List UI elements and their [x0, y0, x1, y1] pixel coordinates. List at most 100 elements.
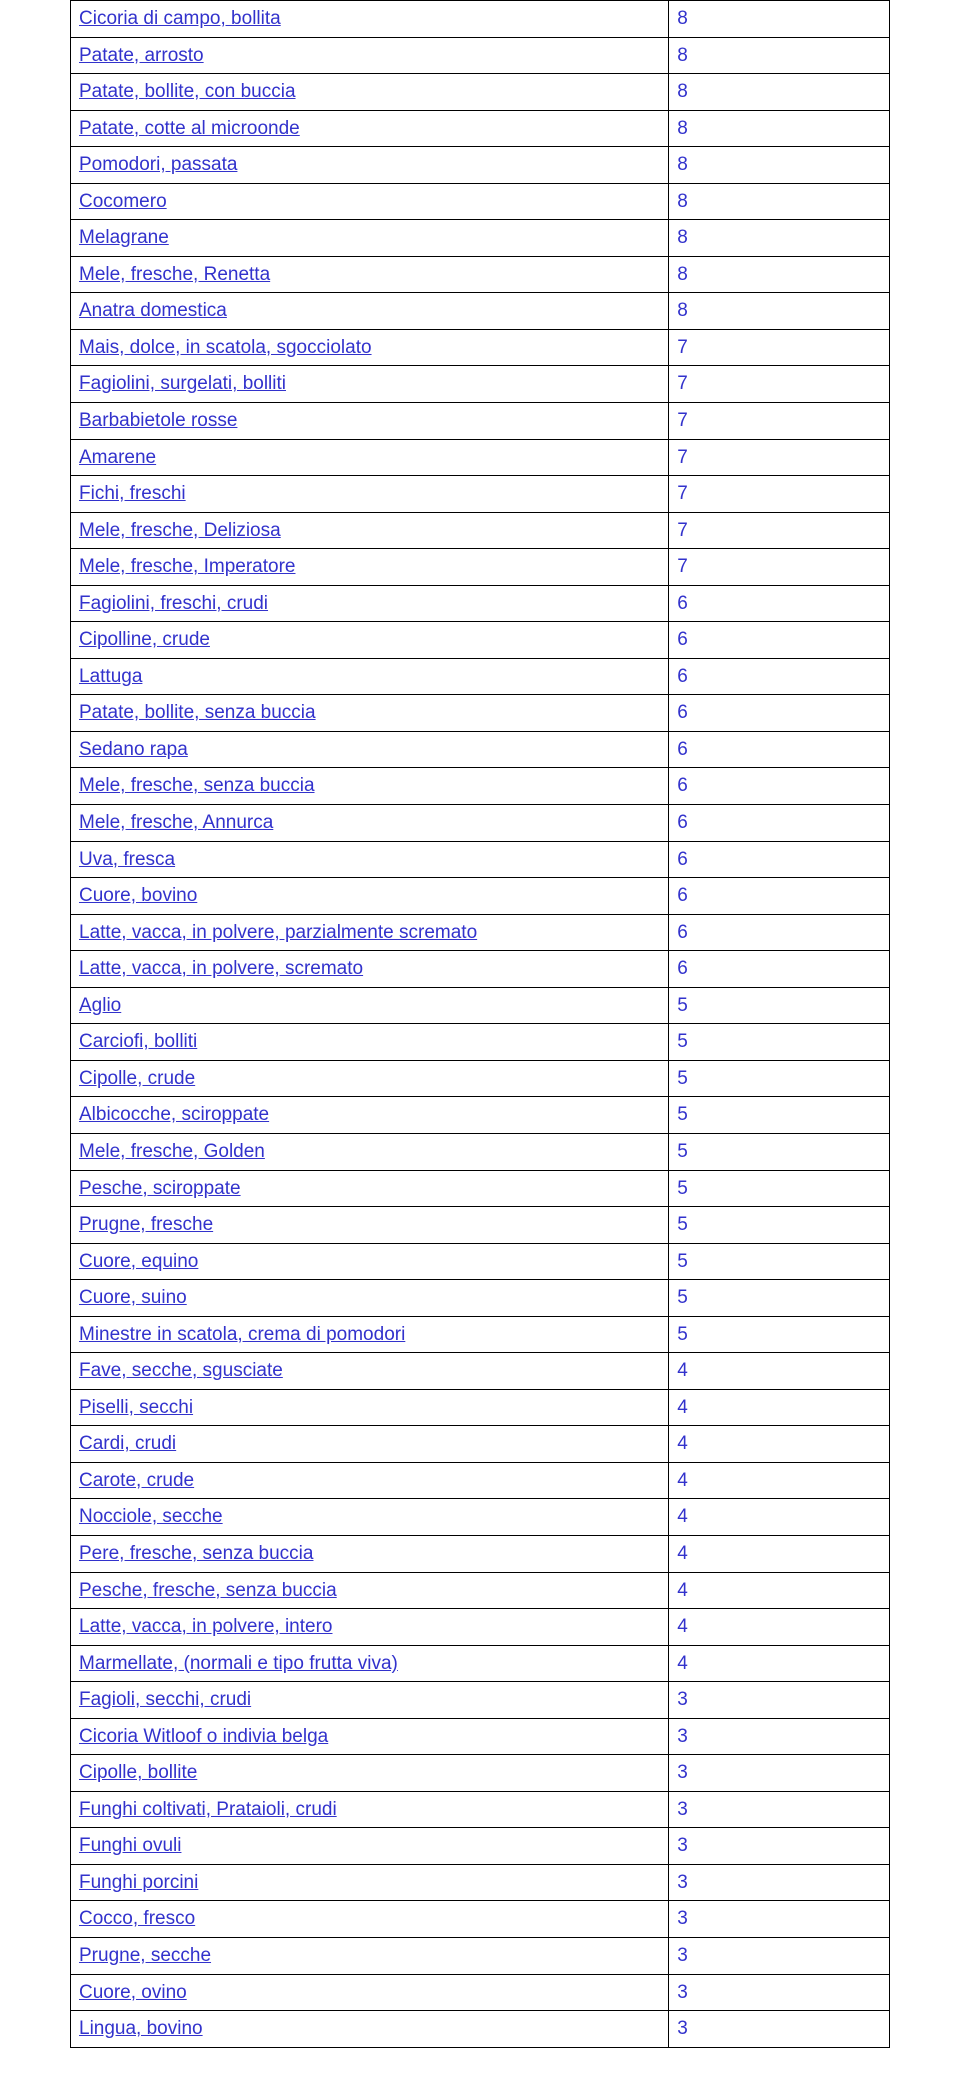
food-name-link[interactable]: Funghi coltivati, Prataioli, crudi [79, 1799, 337, 1820]
food-name-cell: Fichi, freschi [71, 476, 669, 513]
food-value-cell: 5 [669, 987, 890, 1024]
food-value-cell: 5 [669, 1024, 890, 1061]
table-row: Pesche, fresche, senza buccia4 [71, 1572, 890, 1609]
food-name-link[interactable]: Mele, fresche, Golden [79, 1141, 265, 1162]
food-name-link[interactable]: Funghi porcini [79, 1872, 198, 1893]
food-name-link[interactable]: Cuore, bovino [79, 885, 197, 906]
food-name-link[interactable]: Cicoria Witloof o indivia belga [79, 1726, 328, 1747]
food-name-link[interactable]: Cuore, ovino [79, 1982, 187, 2003]
food-name-link[interactable]: Latte, vacca, in polvere, scremato [79, 958, 363, 979]
food-value-cell: 6 [669, 585, 890, 622]
food-name-link[interactable]: Carote, crude [79, 1470, 194, 1491]
table-row: Melagrane8 [71, 220, 890, 257]
food-name-link[interactable]: Funghi ovuli [79, 1835, 181, 1856]
food-name-link[interactable]: Fagiolini, freschi, crudi [79, 593, 268, 614]
table-row: Fave, secche, sgusciate 4 [71, 1353, 890, 1390]
food-name-link[interactable]: Mele, fresche, Annurca [79, 812, 273, 833]
food-name-link[interactable]: Mele, fresche, Imperatore [79, 556, 295, 577]
food-value-cell: 7 [669, 403, 890, 440]
food-name-link[interactable]: Cicoria di campo, bollita [79, 8, 281, 29]
food-name-cell: Cocco, fresco [71, 1901, 669, 1938]
food-name-cell: Cicoria Witloof o indivia belga [71, 1718, 669, 1755]
food-name-link[interactable]: Cipolline, crude [79, 629, 210, 650]
food-value-cell: 3 [669, 1682, 890, 1719]
food-name-cell: Latte, vacca, in polvere, parzialmente s… [71, 914, 669, 951]
food-name-link[interactable]: Lingua, bovino [79, 2018, 203, 2039]
food-name-link[interactable]: Anatra domestica [79, 300, 227, 321]
food-name-link[interactable]: Melagrane [79, 227, 169, 248]
food-name-link[interactable]: Minestre in scatola, crema di pomodori [79, 1324, 405, 1345]
food-name-link[interactable]: Patate, cotte al microonde [79, 118, 300, 139]
food-value-cell: 3 [669, 2011, 890, 2048]
food-name-cell: Mele, fresche, Imperatore [71, 549, 669, 586]
food-value-cell: 7 [669, 476, 890, 513]
food-name-link[interactable]: Piselli, secchi [79, 1397, 193, 1418]
table-row: Cuore, suino5 [71, 1280, 890, 1317]
food-value-cell: 5 [669, 1133, 890, 1170]
food-value-cell: 8 [669, 256, 890, 293]
food-name-link[interactable]: Fichi, freschi [79, 483, 186, 504]
food-name-cell: Melagrane [71, 220, 669, 257]
food-name-link[interactable]: Pere, fresche, senza buccia [79, 1543, 313, 1564]
food-name-link[interactable]: Cocomero [79, 191, 167, 212]
food-name-cell: Mele, fresche, Deliziosa [71, 512, 669, 549]
food-name-cell: Marmellate, (normali e tipo frutta viva) [71, 1645, 669, 1682]
food-name-link[interactable]: Cocco, fresco [79, 1908, 195, 1929]
food-name-link[interactable]: Prugne, fresche [79, 1214, 213, 1235]
food-name-link[interactable]: Amarene [79, 447, 156, 468]
food-name-cell: Lingua, bovino [71, 2011, 669, 2048]
food-name-link[interactable]: Prugne, secche [79, 1945, 211, 1966]
food-value-cell: 4 [669, 1609, 890, 1646]
food-value-cell: 5 [669, 1060, 890, 1097]
food-name-cell: Fagiolini, surgelati, bolliti [71, 366, 669, 403]
food-name-link[interactable]: Fave, secche, sgusciate [79, 1360, 283, 1381]
table-row: Cipolline, crude6 [71, 622, 890, 659]
food-name-link[interactable]: Carciofi, bolliti [79, 1031, 197, 1052]
table-row: Cuore, ovino3 [71, 1974, 890, 2011]
food-name-link[interactable]: Patate, bollite, con buccia [79, 81, 296, 102]
food-name-link[interactable]: Mele, fresche, Renetta [79, 264, 270, 285]
food-value-cell: 6 [669, 914, 890, 951]
food-name-link[interactable]: Mais, dolce, in scatola, sgocciolato [79, 337, 372, 358]
food-name-link[interactable]: Nocciole, secche [79, 1506, 223, 1527]
food-value-cell: 6 [669, 768, 890, 805]
table-row: Cuore, bovino 6 [71, 878, 890, 915]
food-name-link[interactable]: Patate, bollite, senza buccia [79, 702, 316, 723]
food-value-cell: 6 [669, 878, 890, 915]
food-name-link[interactable]: Pomodori, passata [79, 154, 237, 175]
food-name-link[interactable]: Lattuga [79, 666, 142, 687]
food-name-cell: Cicoria di campo, bollita [71, 1, 669, 38]
food-name-link[interactable]: Pesche, fresche, senza buccia [79, 1580, 337, 1601]
food-name-cell: Fagioli, secchi, crudi [71, 1682, 669, 1719]
food-name-link[interactable]: Fagiolini, surgelati, bolliti [79, 373, 286, 394]
food-name-link[interactable]: Mele, fresche, senza buccia [79, 775, 315, 796]
food-name-link[interactable]: Uva, fresca [79, 849, 175, 870]
food-name-link[interactable]: Cipolle, crude [79, 1068, 195, 1089]
food-name-cell: Minestre in scatola, crema di pomodori [71, 1316, 669, 1353]
table-row: Mele, fresche, Golden 5 [71, 1133, 890, 1170]
food-value-cell: 4 [669, 1462, 890, 1499]
table-row: Patate, bollite, con buccia8 [71, 74, 890, 111]
food-name-link[interactable]: Latte, vacca, in polvere, intero [79, 1616, 332, 1637]
table-row: Cocomero8 [71, 183, 890, 220]
food-name-link[interactable]: Cuore, suino [79, 1287, 187, 1308]
table-row: Nocciole, secche4 [71, 1499, 890, 1536]
food-name-link[interactable]: Aglio [79, 995, 121, 1016]
food-value-cell: 4 [669, 1353, 890, 1390]
food-name-link[interactable]: Cuore, equino [79, 1251, 198, 1272]
food-name-link[interactable]: Latte, vacca, in polvere, parzialmente s… [79, 922, 477, 943]
food-name-cell: Pesche, sciroppate [71, 1170, 669, 1207]
food-name-link[interactable]: Marmellate, (normali e tipo frutta viva) [79, 1653, 398, 1674]
food-name-link[interactable]: Albicocche, sciroppate [79, 1104, 269, 1125]
table-row: Carote, crude 4 [71, 1462, 890, 1499]
food-name-link[interactable]: Pesche, sciroppate [79, 1178, 241, 1199]
food-name-link[interactable]: Fagioli, secchi, crudi [79, 1689, 251, 1710]
food-name-link[interactable]: Mele, fresche, Deliziosa [79, 520, 281, 541]
food-name-link[interactable]: Cipolle, bollite [79, 1762, 197, 1783]
food-name-link[interactable]: Patate, arrosto [79, 45, 204, 66]
food-value-cell: 4 [669, 1389, 890, 1426]
food-name-link[interactable]: Cardi, crudi [79, 1433, 176, 1454]
food-value-cell: 4 [669, 1535, 890, 1572]
food-name-link[interactable]: Sedano rapa [79, 739, 188, 760]
food-name-link[interactable]: Barbabietole rosse [79, 410, 237, 431]
